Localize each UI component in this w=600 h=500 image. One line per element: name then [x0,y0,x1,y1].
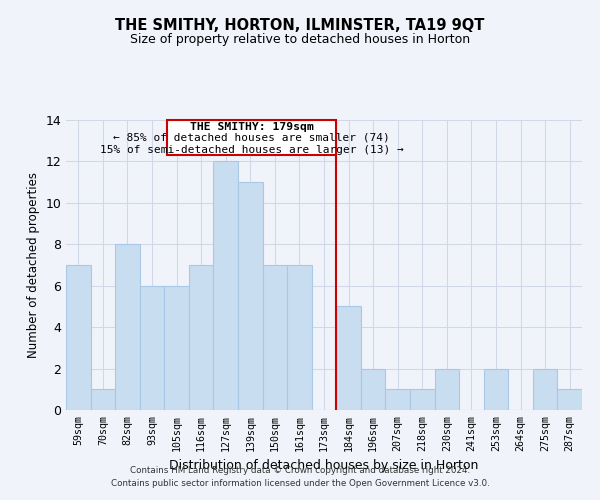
Bar [385,390,410,410]
Bar [140,286,164,410]
Bar [484,368,508,410]
Text: THE SMITHY: 179sqm: THE SMITHY: 179sqm [190,122,313,132]
Text: ← 85% of detached houses are smaller (74): ← 85% of detached houses are smaller (74… [113,132,390,142]
Bar [557,390,582,410]
Bar [533,368,557,410]
Text: 15% of semi-detached houses are larger (13) →: 15% of semi-detached houses are larger (… [100,145,403,155]
Bar [238,182,263,410]
Text: Contains HM Land Registry data © Crown copyright and database right 2024.
Contai: Contains HM Land Registry data © Crown c… [110,466,490,487]
Bar [164,286,189,410]
X-axis label: Distribution of detached houses by size in Horton: Distribution of detached houses by size … [169,459,479,472]
Bar [336,306,361,410]
Text: Size of property relative to detached houses in Horton: Size of property relative to detached ho… [130,32,470,46]
Y-axis label: Number of detached properties: Number of detached properties [27,172,40,358]
Bar [214,162,238,410]
Bar [287,265,312,410]
Bar [263,265,287,410]
Bar [91,390,115,410]
Bar [115,244,140,410]
Bar [410,390,434,410]
Bar [189,265,214,410]
Bar [434,368,459,410]
FancyBboxPatch shape [167,120,336,155]
Bar [66,265,91,410]
Bar [361,368,385,410]
Text: THE SMITHY, HORTON, ILMINSTER, TA19 9QT: THE SMITHY, HORTON, ILMINSTER, TA19 9QT [115,18,485,32]
